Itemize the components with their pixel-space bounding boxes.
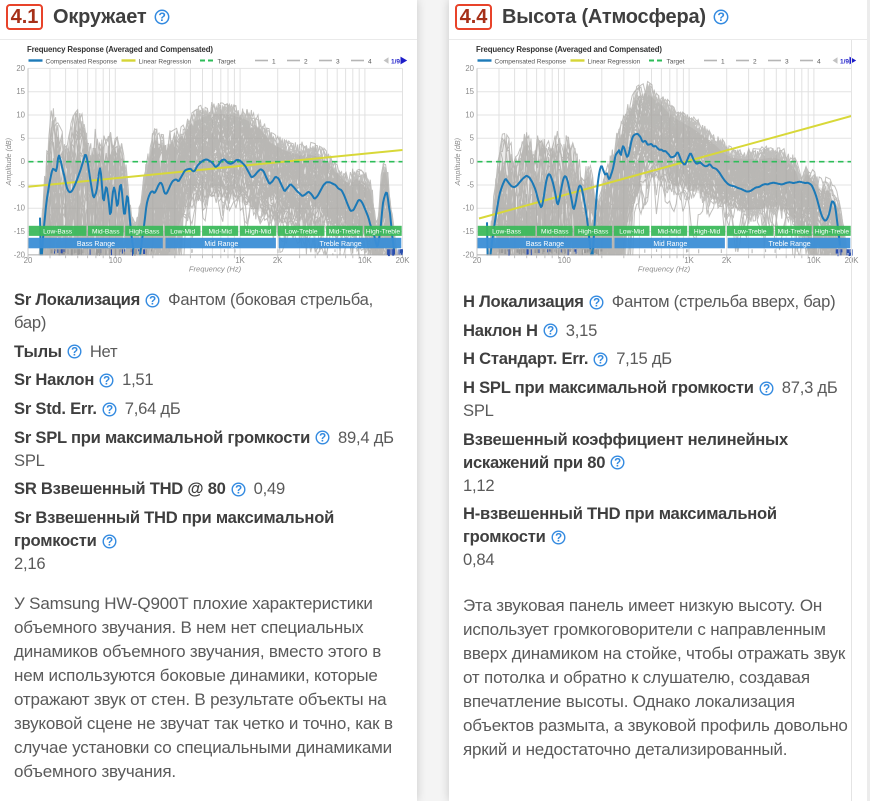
svg-text:-20: -20 bbox=[463, 250, 475, 259]
svg-text:Target: Target bbox=[667, 58, 685, 65]
svg-text:-20: -20 bbox=[14, 250, 26, 259]
svg-text:-10: -10 bbox=[463, 204, 475, 213]
svg-text:4: 4 bbox=[368, 58, 372, 65]
svg-text:Bass Range: Bass Range bbox=[77, 241, 115, 248]
svg-text:100: 100 bbox=[109, 256, 123, 265]
svg-text:1/9: 1/9 bbox=[840, 58, 849, 65]
svg-text:3: 3 bbox=[785, 58, 789, 65]
svg-text:4: 4 bbox=[817, 58, 821, 65]
svg-text:2K: 2K bbox=[273, 256, 283, 265]
svg-text:100: 100 bbox=[558, 256, 572, 265]
svg-text:Low-Mid: Low-Mid bbox=[170, 228, 195, 235]
svg-text:2K: 2K bbox=[722, 256, 732, 265]
svg-text:?: ? bbox=[103, 375, 110, 387]
svg-text:Treble Range: Treble Range bbox=[320, 241, 362, 248]
svg-text:Mid-Mid: Mid-Mid bbox=[208, 228, 232, 235]
svg-text:2: 2 bbox=[304, 58, 308, 65]
svg-text:1: 1 bbox=[272, 58, 276, 65]
svg-text:Frequency Response (Averaged a: Frequency Response (Averaged and Compens… bbox=[476, 45, 662, 54]
svg-text:Mid-Bass: Mid-Bass bbox=[541, 228, 569, 235]
svg-text:?: ? bbox=[106, 536, 113, 548]
svg-text:0: 0 bbox=[21, 157, 26, 166]
svg-text:Target: Target bbox=[218, 58, 236, 65]
svg-text:10K: 10K bbox=[358, 256, 373, 265]
svg-text:Treble Range: Treble Range bbox=[769, 241, 811, 248]
svg-text:Amplitude (dB): Amplitude (dB) bbox=[453, 138, 462, 187]
svg-text:High-Treble: High-Treble bbox=[366, 228, 401, 235]
svg-text:?: ? bbox=[149, 295, 156, 307]
svg-text:1: 1 bbox=[721, 58, 725, 65]
svg-text:0: 0 bbox=[470, 157, 475, 166]
svg-text:20: 20 bbox=[24, 256, 33, 265]
svg-text:-15: -15 bbox=[14, 227, 26, 236]
svg-text:?: ? bbox=[593, 297, 600, 309]
svg-text:Low-Bass: Low-Bass bbox=[492, 228, 522, 235]
svg-text:Mid-Bass: Mid-Bass bbox=[92, 228, 120, 235]
svg-text:?: ? bbox=[158, 10, 165, 24]
svg-text:Linear Regression: Linear Regression bbox=[588, 58, 641, 65]
svg-text:High-Treble: High-Treble bbox=[815, 228, 850, 235]
svg-text:Bass Range: Bass Range bbox=[526, 241, 564, 248]
svg-text:?: ? bbox=[106, 404, 113, 416]
svg-text:Amplitude (dB): Amplitude (dB) bbox=[4, 138, 13, 187]
svg-text:High-Bass: High-Bass bbox=[578, 228, 609, 235]
svg-text:1K: 1K bbox=[235, 256, 245, 265]
svg-text:?: ? bbox=[717, 10, 724, 24]
svg-text:?: ? bbox=[235, 484, 242, 496]
svg-text:Low-Bass: Low-Bass bbox=[43, 228, 73, 235]
svg-text:?: ? bbox=[555, 532, 562, 544]
svg-text:Low-Treble: Low-Treble bbox=[285, 228, 318, 235]
svg-text:3: 3 bbox=[336, 58, 340, 65]
svg-text:20: 20 bbox=[473, 256, 482, 265]
svg-text:-5: -5 bbox=[18, 180, 26, 189]
svg-text:Low-Treble: Low-Treble bbox=[734, 228, 767, 235]
svg-text:Mid-Mid: Mid-Mid bbox=[657, 228, 681, 235]
svg-text:Mid-Treble: Mid-Treble bbox=[778, 228, 810, 235]
svg-text:-5: -5 bbox=[467, 180, 475, 189]
svg-text:Frequency (Hz): Frequency (Hz) bbox=[638, 265, 691, 274]
svg-text:10: 10 bbox=[465, 110, 474, 119]
svg-text:-15: -15 bbox=[463, 227, 475, 236]
svg-text:Mid Range: Mid Range bbox=[204, 241, 238, 248]
svg-text:Frequency (Hz): Frequency (Hz) bbox=[189, 265, 242, 274]
svg-text:?: ? bbox=[319, 433, 326, 445]
svg-text:20: 20 bbox=[16, 64, 25, 73]
svg-text:15: 15 bbox=[465, 87, 474, 96]
svg-text:10: 10 bbox=[16, 110, 25, 119]
svg-text:10K: 10K bbox=[807, 256, 822, 265]
svg-text:5: 5 bbox=[470, 134, 475, 143]
svg-text:1K: 1K bbox=[684, 256, 694, 265]
svg-text:Mid Range: Mid Range bbox=[653, 241, 687, 248]
svg-text:Linear Regression: Linear Regression bbox=[139, 58, 192, 65]
svg-text:High-Mid: High-Mid bbox=[694, 228, 721, 235]
svg-text:20K: 20K bbox=[396, 256, 411, 265]
svg-text:High-Bass: High-Bass bbox=[129, 228, 160, 235]
svg-text:?: ? bbox=[614, 458, 621, 470]
svg-text:Frequency Response (Averaged a: Frequency Response (Averaged and Compens… bbox=[27, 45, 213, 54]
svg-text:20: 20 bbox=[465, 64, 474, 73]
svg-text:?: ? bbox=[597, 354, 604, 366]
svg-text:Compensated Response: Compensated Response bbox=[46, 58, 118, 65]
svg-text:Low-Mid: Low-Mid bbox=[619, 228, 644, 235]
svg-text:?: ? bbox=[763, 383, 770, 395]
svg-text:-10: -10 bbox=[14, 204, 26, 213]
svg-text:High-Mid: High-Mid bbox=[245, 228, 272, 235]
svg-text:Compensated Response: Compensated Response bbox=[495, 58, 567, 65]
svg-text:?: ? bbox=[71, 347, 78, 359]
svg-text:?: ? bbox=[547, 326, 554, 338]
svg-text:1/9: 1/9 bbox=[391, 58, 400, 65]
svg-text:2: 2 bbox=[753, 58, 757, 65]
svg-text:15: 15 bbox=[16, 87, 25, 96]
svg-text:Mid-Treble: Mid-Treble bbox=[329, 228, 361, 235]
svg-text:5: 5 bbox=[21, 134, 26, 143]
